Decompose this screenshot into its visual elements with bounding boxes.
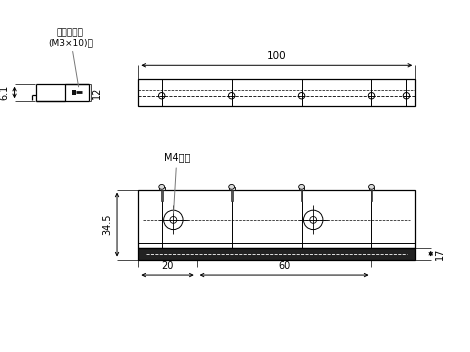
Text: 60: 60 (278, 261, 290, 271)
Text: M4サラ: M4サラ (164, 152, 190, 213)
Bar (371, 190, 372, 201)
Text: なべ小ネジ
(M3×10)付: なべ小ネジ (M3×10)付 (48, 29, 93, 87)
Bar (138, 190, 415, 248)
Ellipse shape (368, 184, 375, 189)
Bar (161, 190, 163, 201)
Bar (231, 190, 233, 201)
Text: 12: 12 (92, 86, 102, 99)
Bar (138, 79, 415, 106)
Bar (298, 187, 305, 190)
Text: 6.1: 6.1 (0, 85, 10, 100)
Bar (229, 187, 235, 190)
Ellipse shape (298, 184, 305, 189)
Ellipse shape (229, 184, 235, 189)
Bar (368, 187, 375, 190)
Ellipse shape (159, 184, 164, 189)
Bar (301, 190, 302, 201)
Bar (138, 248, 415, 259)
Text: 17: 17 (435, 247, 445, 260)
Bar (159, 187, 164, 190)
Text: 100: 100 (267, 51, 287, 61)
Bar (72, 89, 76, 95)
Text: 34.5: 34.5 (102, 214, 112, 235)
Text: 20: 20 (161, 261, 174, 271)
